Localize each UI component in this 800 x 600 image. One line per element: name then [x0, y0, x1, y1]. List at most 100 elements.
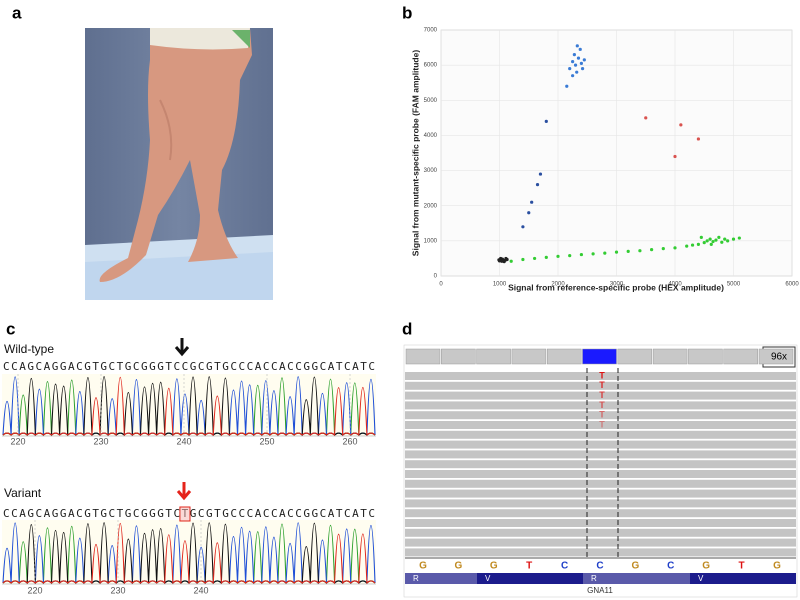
read: [405, 528, 796, 537]
read: [405, 460, 796, 469]
mismatch-base: T: [599, 380, 605, 390]
point: [711, 239, 715, 244]
point: [527, 211, 531, 215]
point: [673, 246, 677, 250]
point: [614, 250, 619, 254]
point: [650, 248, 654, 252]
codon: [477, 573, 583, 584]
point: [644, 116, 648, 120]
gene-name: GNA11: [587, 586, 613, 595]
read: [405, 519, 796, 527]
point: [521, 225, 525, 229]
point: [685, 244, 689, 248]
reference-base: T: [526, 561, 532, 572]
y-tick-label: 6000: [424, 63, 438, 69]
tick-label: 260: [342, 436, 357, 446]
point: [572, 53, 576, 57]
reference-base: C: [667, 561, 674, 572]
coverage-cell: [723, 348, 758, 365]
tick-label: 240: [193, 585, 208, 595]
point: [568, 67, 572, 71]
scatter-plot: 0 1000 2000 3000 4000 5000 6000 0 1000 2000 3000 40…: [424, 28, 800, 288]
y-axis-title: Signal from mutant-specific probe (FAM a…: [410, 50, 420, 257]
trace: [2, 377, 376, 437]
read: [405, 411, 796, 420]
point: [544, 255, 548, 259]
point: [578, 47, 582, 51]
point: [702, 241, 706, 245]
coverage-cell: [441, 348, 476, 365]
point: [690, 243, 695, 247]
read: [405, 450, 796, 459]
point: [579, 252, 584, 257]
chromatograms: CCAGCAGGACGTGCTGCGGGTCCGCGTGCCCACCACCGGC…: [2, 360, 376, 595]
coverage-cell: [617, 348, 653, 365]
codon: [690, 573, 796, 584]
amino-acid: V: [698, 574, 704, 583]
point: [731, 237, 736, 241]
read: [405, 440, 796, 449]
point: [571, 74, 575, 78]
coverage-cell: [546, 348, 582, 365]
read: [405, 489, 796, 498]
point: [696, 242, 701, 246]
tick-label: 230: [93, 436, 108, 446]
x-tick-label: 6000: [785, 282, 799, 288]
read: [405, 548, 796, 557]
panel-label: a: [12, 3, 22, 22]
read: [405, 430, 796, 439]
read: [405, 509, 796, 518]
point: [714, 238, 718, 242]
coverage-cell: [511, 348, 547, 365]
point: [576, 56, 581, 60]
point: [679, 123, 683, 127]
mismatch-base: T: [599, 400, 605, 410]
reference-base: G: [455, 561, 463, 572]
trace-label: Wild-type: [4, 342, 54, 356]
point: [696, 137, 701, 141]
read: [405, 538, 796, 547]
point: [538, 172, 543, 176]
trace: [2, 523, 376, 585]
arrow: [176, 482, 192, 501]
variant-box: [179, 506, 191, 522]
point: [699, 235, 703, 239]
coverage-cell: [652, 348, 688, 365]
point: [603, 251, 607, 255]
point: [500, 259, 504, 263]
read: [405, 499, 796, 508]
point: [717, 235, 721, 239]
point: [509, 259, 513, 263]
x-tick-label: 3000: [610, 282, 624, 288]
point: [535, 183, 540, 187]
y-tick-label: 4000: [424, 133, 438, 139]
point: [565, 84, 569, 88]
point: [580, 67, 585, 71]
point: [723, 237, 727, 241]
coverage-cell: [405, 348, 441, 365]
amino-acid: R: [413, 574, 419, 583]
point: [544, 119, 548, 123]
point: [556, 254, 560, 258]
point: [709, 242, 713, 246]
y-tick-label: 1000: [424, 238, 438, 244]
point: [705, 239, 709, 243]
point: [571, 60, 575, 64]
panel-label: c: [6, 319, 15, 338]
point: [497, 258, 501, 262]
x-tick-label: 0: [439, 282, 443, 288]
read: [405, 391, 796, 400]
panel-label: b: [402, 3, 412, 22]
reference-base: G: [490, 561, 498, 572]
sequence: CCAGCAGGACGTGCTGCGGGTCCGCGTGCCCACCACCGGC…: [3, 360, 375, 373]
arrow: [174, 338, 190, 357]
point: [582, 58, 586, 62]
reference-base: G: [419, 561, 427, 572]
point: [575, 70, 579, 74]
x-tick-label: 1000: [493, 282, 507, 288]
point: [708, 237, 712, 241]
point: [530, 200, 534, 204]
tick-label: 220: [10, 436, 25, 446]
